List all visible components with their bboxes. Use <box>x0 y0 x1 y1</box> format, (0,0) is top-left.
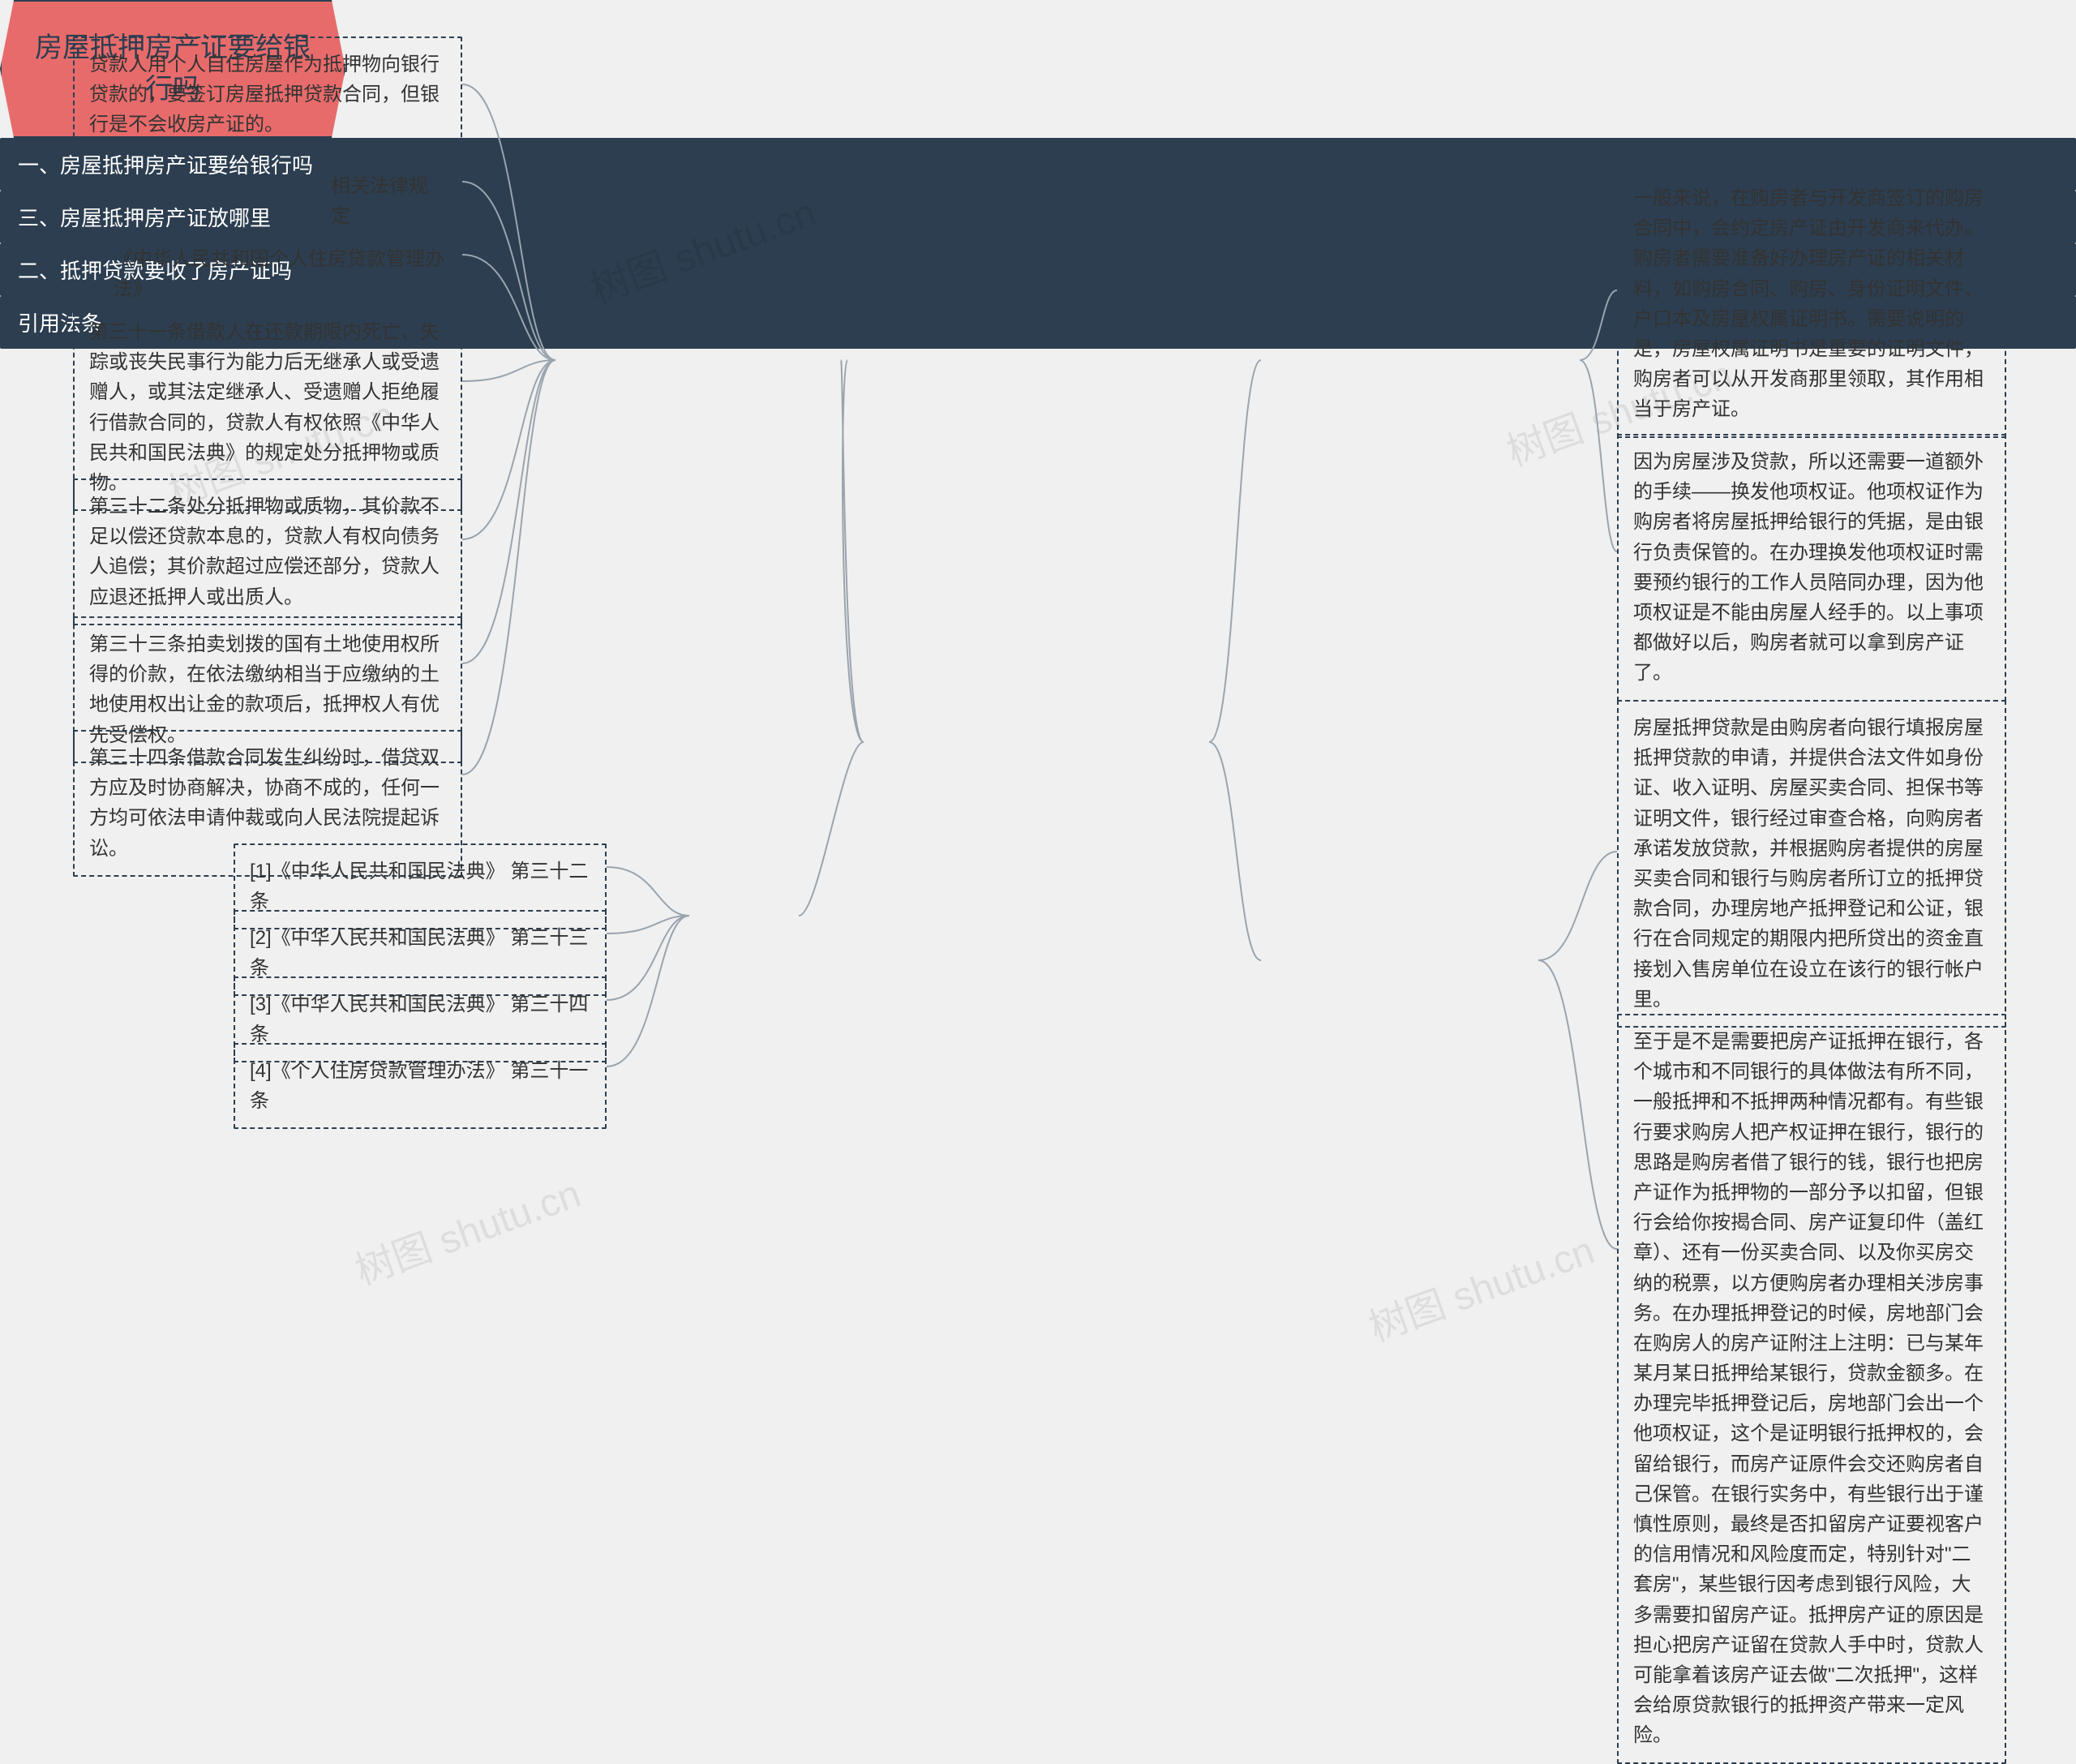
watermark: 树图 shutu.cn <box>1360 1218 1601 1352</box>
leaf-r1a: 一般来说，在购房者与开发商签订的购房合同中，会约定房产证由开发商来代办。购房者需… <box>1617 170 2006 438</box>
watermark: 树图 shutu.cn <box>346 1161 587 1295</box>
leaf-r1b: 因为房屋涉及贷款，所以还需要一道额外的手续——换发他项权证。他项权证作为购房者将… <box>1617 434 2006 702</box>
leaf-r3a: 房屋抵押贷款是由购房者向银行填报房屋抵押贷款的申请，并提供合法文件如身份证、收入… <box>1617 700 2006 1028</box>
leaf-r3b: 至于是不是需要把房产证抵押在银行，各个城市和不同银行的具体做法有所不同，一般抵押… <box>1617 1014 2006 1764</box>
leaf-l2a: 贷款人用个人自住房屋作为抵押物向银行贷款的，要签订房屋抵押贷款合同，但银行是不会… <box>73 36 462 153</box>
leaf-l2e: 第三十二条处分抵押物或质物，其价款不足以偿还贷款本息的，贷款人有权向债务人追偿；… <box>73 479 462 625</box>
leaf-l4d: [4]《个人住房贷款管理办法》 第三十一条 <box>234 1043 607 1129</box>
